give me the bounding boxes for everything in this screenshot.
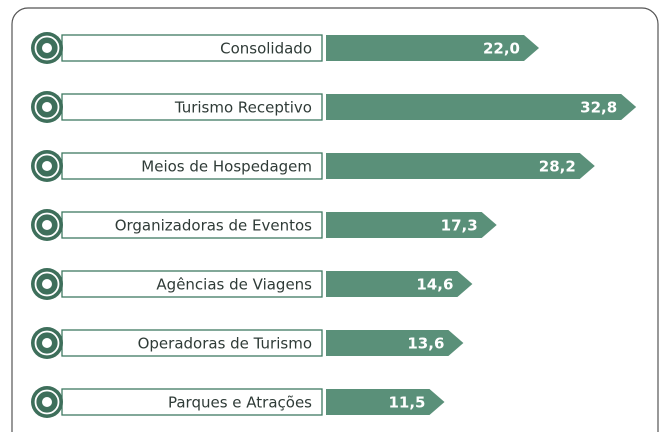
category-label: Operadoras de Turismo [138, 335, 312, 353]
bar [326, 389, 445, 415]
icon-ring [34, 153, 60, 179]
icon-ring [34, 389, 60, 415]
value-label: 11,5 [388, 394, 425, 412]
category-label: Agências de Viagens [156, 276, 312, 294]
bar [326, 212, 497, 238]
category-label: Meios de Hospedagem [141, 158, 312, 176]
category-label: Parques e Atrações [168, 394, 312, 412]
icon-glyph [42, 338, 52, 348]
label-box [61, 93, 323, 121]
icon-ring [34, 271, 60, 297]
value-label: 13,6 [407, 335, 444, 353]
bar [326, 153, 595, 179]
icon-glyph [42, 102, 52, 112]
label-box [61, 388, 323, 416]
icon-glyph [42, 161, 52, 171]
label-box [61, 152, 323, 180]
category-label: Consolidado [220, 40, 312, 58]
label-box [61, 34, 323, 62]
bar [326, 94, 637, 120]
category-label: Organizadoras de Eventos [115, 217, 312, 235]
bar [326, 271, 473, 297]
label-box [61, 211, 323, 239]
value-label: 17,3 [441, 217, 478, 235]
icon-glyph [42, 43, 52, 53]
bar [326, 35, 539, 61]
value-label: 14,6 [416, 276, 453, 294]
value-label: 22,0 [483, 40, 520, 58]
icon-ring [34, 35, 60, 61]
icon-ring [34, 212, 60, 238]
icon-glyph [42, 220, 52, 230]
icon-glyph [42, 279, 52, 289]
value-label: 28,2 [539, 158, 576, 176]
category-label: Turismo Receptivo [174, 99, 312, 117]
value-label: 32,8 [580, 99, 617, 117]
icon-ring [34, 94, 60, 120]
label-box [61, 270, 323, 298]
label-box [61, 329, 323, 357]
bar [326, 330, 464, 356]
icon-ring [34, 330, 60, 356]
icon-glyph [42, 397, 52, 407]
